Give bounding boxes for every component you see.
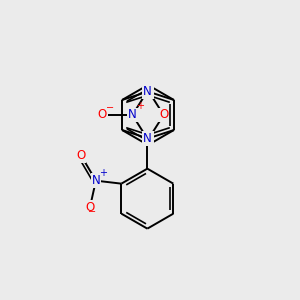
Text: N: N: [144, 132, 153, 145]
Text: +: +: [136, 101, 144, 111]
Text: O: O: [85, 201, 94, 214]
Text: −: −: [106, 103, 115, 113]
Text: N: N: [144, 85, 153, 98]
Text: O: O: [159, 109, 168, 122]
Text: O: O: [98, 109, 107, 122]
Text: N: N: [143, 85, 152, 98]
Text: +: +: [99, 168, 107, 178]
Text: N: N: [143, 132, 152, 145]
Text: N: N: [128, 109, 137, 122]
Text: −: −: [88, 207, 96, 217]
Text: O: O: [76, 149, 86, 162]
Text: N: N: [92, 174, 100, 187]
